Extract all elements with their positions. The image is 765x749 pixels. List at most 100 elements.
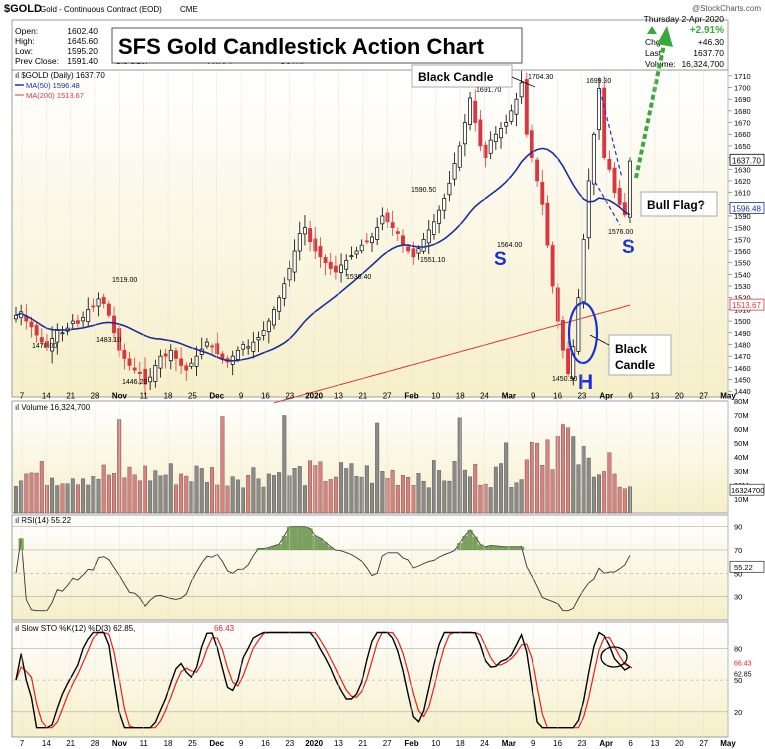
candle-body xyxy=(235,349,240,360)
x-tick-label: 20 xyxy=(675,392,684,401)
x-tick-label-bottom: May xyxy=(720,739,736,748)
volume-bar xyxy=(302,485,307,514)
sto-d-tag: 62.85 xyxy=(734,672,752,679)
volume-bar xyxy=(364,465,369,514)
x-tick-label-bottom: 27 xyxy=(383,739,392,748)
rsi-overbought-fill xyxy=(513,546,520,550)
price-label: 1478.00 xyxy=(32,343,57,350)
rsi-overbought-fill xyxy=(508,546,514,550)
x-tick-label: 23 xyxy=(577,392,586,401)
candle-body xyxy=(106,303,111,316)
legend-price: ıl $GOLD (Daily) 1637.70 xyxy=(15,71,105,80)
x-tick-label: 13 xyxy=(334,392,343,401)
x-tick-label: 21 xyxy=(66,392,75,401)
vol-tag-box xyxy=(729,483,765,496)
candle-body xyxy=(50,338,55,352)
sto-k-tag: 66.43 xyxy=(734,661,752,668)
x-tick-label-bottom: 24 xyxy=(480,739,489,748)
volume-bar xyxy=(437,470,442,514)
volume-bar xyxy=(55,485,60,514)
sto-title: ıl Slow STO %K(12) %D(3) 62.85, xyxy=(15,624,135,633)
candle-body xyxy=(462,122,467,145)
candle-body xyxy=(96,298,101,307)
x-tick-label: 9 xyxy=(531,392,536,401)
rsi-tick-label: 90 xyxy=(734,523,742,532)
candle-body xyxy=(457,145,462,168)
date: Thursday 2-Apr-2020 xyxy=(644,14,725,24)
candle-body xyxy=(530,130,534,158)
volume-bar xyxy=(524,459,529,514)
pointer-line xyxy=(511,76,536,88)
rsi-overbought-fill xyxy=(493,545,499,550)
volume-bar xyxy=(468,476,473,514)
x-tick-label: Apr xyxy=(599,392,613,401)
stat-label: Low: xyxy=(15,46,33,56)
volume-bar xyxy=(442,480,447,514)
candle-body xyxy=(426,229,431,244)
volume-bar xyxy=(86,484,91,514)
candle-body xyxy=(266,320,271,333)
volume-bar xyxy=(416,473,421,514)
volume-bar xyxy=(50,477,55,514)
candle-body xyxy=(168,349,173,362)
candle-body xyxy=(597,88,601,130)
y-tick-label: 1550 xyxy=(734,259,751,268)
rsi-overbought-fill xyxy=(477,544,483,550)
x-tick-label: 16 xyxy=(553,392,562,401)
x-tick-label-bottom: 23 xyxy=(577,739,586,748)
candle-body xyxy=(60,332,65,335)
y-tick-label: 1440 xyxy=(734,387,751,396)
volume-bar xyxy=(452,461,457,514)
y-tick-label: 1700 xyxy=(734,84,751,93)
x-tick-label-bottom: 21 xyxy=(358,739,367,748)
rsi-overbought-fill xyxy=(317,537,323,550)
candle-body xyxy=(333,265,338,273)
x-tick-label-bottom: 10 xyxy=(431,739,440,748)
x-tick-label: 27 xyxy=(699,392,708,401)
candle-body xyxy=(416,248,421,254)
price-label: 1450.90 xyxy=(552,376,577,383)
volume-bar xyxy=(530,442,534,514)
x-tick-label: Mar xyxy=(502,392,516,401)
candle-body xyxy=(519,82,524,98)
x-tick-label-bottom: Feb xyxy=(404,739,418,748)
volume-bar xyxy=(395,485,400,514)
volume-bar xyxy=(380,471,385,514)
candle-body xyxy=(581,238,586,302)
sto-d-line xyxy=(15,631,631,729)
volume-bar xyxy=(132,474,137,514)
legend-ma200: MA(200) 1513.67 xyxy=(26,91,84,100)
candle-body xyxy=(395,231,400,234)
volume-bar xyxy=(560,424,565,514)
volume-bar xyxy=(179,473,184,514)
candle-body xyxy=(524,79,529,135)
candle-body xyxy=(112,315,116,334)
x-tick-label-bottom: 13 xyxy=(334,739,343,748)
candle-body xyxy=(375,227,380,240)
rsi-overbought-fill xyxy=(472,536,478,550)
volume-bar xyxy=(597,474,601,514)
y-tick-label: 1450 xyxy=(734,375,751,384)
vol-tick-label: 80M xyxy=(734,397,749,406)
candle-body xyxy=(437,209,442,224)
candle-body xyxy=(282,283,287,299)
volume-value: 16,324,700 xyxy=(681,59,724,69)
volume-bar xyxy=(535,443,540,514)
y-tick-label: 1500 xyxy=(734,317,751,326)
rsi-overbought-fill xyxy=(328,546,334,550)
stat-label: High: xyxy=(15,36,35,46)
volume-bar xyxy=(225,485,230,514)
candle-body xyxy=(385,212,390,223)
x-tick-label-bottom: 2020 xyxy=(305,739,323,748)
candle-body xyxy=(14,314,18,320)
volume-bar xyxy=(199,468,204,514)
x-tick-label-bottom: 27 xyxy=(699,739,708,748)
candle-body xyxy=(308,228,313,243)
volume-title: ıl Volume 16,324,700 xyxy=(15,403,91,412)
volume-bar xyxy=(24,473,29,514)
candle-body xyxy=(607,159,612,170)
vol-tick-label: 40M xyxy=(734,453,749,462)
last-price-tag: 1637.70 xyxy=(732,156,761,165)
volume-bar xyxy=(457,417,462,514)
